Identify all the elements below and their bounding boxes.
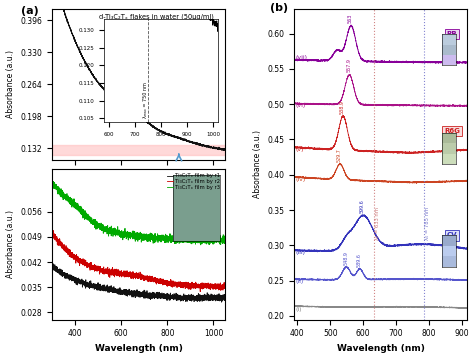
Y-axis label: Absorbance (a.u.): Absorbance (a.u.) <box>253 130 262 198</box>
Text: (v): (v) <box>295 147 303 152</box>
Ti₃C₂Tₓ film by r1 <box>123 290 129 294</box>
Ti₃C₂Tₓ film by r3 <box>123 232 129 236</box>
Ti₃C₂Tₓ film by r1 <box>219 300 224 304</box>
Line: Ti₃C₂Tₓ film by r2: Ti₃C₂Tₓ film by r2 <box>52 231 225 291</box>
Text: (b): (b) <box>270 3 288 13</box>
Ti₃C₂Tₓ film by r3 <box>200 235 206 240</box>
Text: RB: RB <box>447 31 457 37</box>
Bar <box>52 145 225 155</box>
Text: (vi): (vi) <box>295 103 305 108</box>
Text: 563: 563 <box>348 14 353 23</box>
Ti₃C₂Tₓ film by r2 <box>219 285 225 290</box>
X-axis label: Wavelength (nm): Wavelength (nm) <box>337 344 424 353</box>
Ti₃C₂Tₓ film by r3 <box>198 243 203 247</box>
Ti₃C₂Tₓ film by r3 <box>116 230 121 234</box>
Ti₃C₂Tₓ film by r1 <box>50 262 56 266</box>
Ti₃C₂Tₓ film by r3 <box>79 213 85 217</box>
Text: 557.9: 557.9 <box>346 59 351 72</box>
Text: λ₀ = 633 nm: λ₀ = 633 nm <box>375 207 380 240</box>
Ti₃C₂Tₓ film by r1 <box>49 263 55 267</box>
Legend: Ti₃C₂Tₓ film by r1, Ti₃C₂Tₓ film by r2, Ti₃C₂Tₓ film by r3: Ti₃C₂Tₓ film by r1, Ti₃C₂Tₓ film by r2, … <box>165 171 222 192</box>
Ti₃C₂Tₓ film by r1 <box>79 280 85 284</box>
Ti₃C₂Tₓ film by r3 <box>222 237 228 241</box>
Ti₃C₂Tₓ film by r2 <box>79 258 85 262</box>
Text: CV: CV <box>447 233 457 239</box>
Text: 529.7: 529.7 <box>337 148 342 162</box>
Text: λ₀ = 785 nm: λ₀ = 785 nm <box>425 207 430 240</box>
Y-axis label: Absorbance (a.u.): Absorbance (a.u.) <box>6 50 15 118</box>
Text: (a): (a) <box>21 6 39 16</box>
Ti₃C₂Tₓ film by r2 <box>116 272 121 276</box>
Ti₃C₂Tₓ film by r3 <box>49 179 55 184</box>
X-axis label: Wavelength (nm): Wavelength (nm) <box>95 344 182 353</box>
Ti₃C₂Tₓ film by r1 <box>69 277 75 282</box>
Ti₃C₂Tₓ film by r2 <box>51 229 56 233</box>
Ti₃C₂Tₓ film by r2 <box>200 282 206 286</box>
Ti₃C₂Tₓ film by r2 <box>123 272 129 276</box>
Ti₃C₂Tₓ film by r3 <box>219 238 225 242</box>
Line: Ti₃C₂Tₓ film by r3: Ti₃C₂Tₓ film by r3 <box>52 180 225 245</box>
Y-axis label: Absorbance (a.u.): Absorbance (a.u.) <box>6 210 15 278</box>
Ti₃C₂Tₓ film by r1 <box>219 295 225 300</box>
Text: d-Ti₃C₂Tₓ flakes in water (50μg/ml): d-Ti₃C₂Tₓ flakes in water (50μg/ml) <box>99 13 214 20</box>
Ti₃C₂Tₓ film by r1 <box>222 297 228 302</box>
Text: (vii): (vii) <box>295 55 307 60</box>
Text: 589.6: 589.6 <box>356 253 362 267</box>
Ti₃C₂Tₓ film by r2 <box>49 231 55 235</box>
Ti₃C₂Tₓ film by r2 <box>69 251 75 255</box>
Text: (i): (i) <box>295 307 301 312</box>
Text: 548.9: 548.9 <box>343 251 348 264</box>
Ti₃C₂Tₓ film by r1 <box>116 289 121 293</box>
Text: 538.9: 538.9 <box>340 100 345 114</box>
Ti₃C₂Tₓ film by r2 <box>197 289 203 294</box>
Text: (iii): (iii) <box>295 250 305 255</box>
Text: (iv): (iv) <box>295 177 305 182</box>
Ti₃C₂Tₓ film by r2 <box>222 284 228 288</box>
Text: (ii): (ii) <box>295 279 303 284</box>
Ti₃C₂Tₓ film by r1 <box>200 296 206 300</box>
Text: R6G: R6G <box>444 128 460 134</box>
Text: 599.6: 599.6 <box>360 200 365 213</box>
Ti₃C₂Tₓ film by r3 <box>50 178 55 182</box>
Ti₃C₂Tₓ film by r3 <box>69 205 75 209</box>
Line: Ti₃C₂Tₓ film by r1: Ti₃C₂Tₓ film by r1 <box>52 264 225 302</box>
